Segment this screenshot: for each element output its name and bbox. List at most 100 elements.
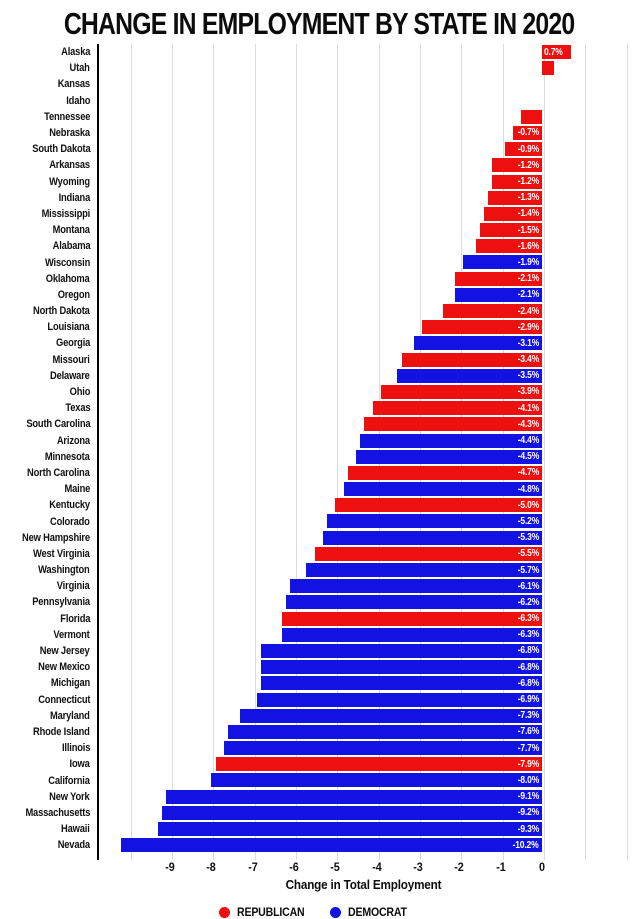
x-tick-text: -8 xyxy=(206,860,217,874)
state-name-text: Vermont xyxy=(53,628,90,641)
bar-area: -5.5% xyxy=(97,546,630,562)
state-name-label: Iowa xyxy=(0,758,97,770)
state-row: Iowa -7.9% xyxy=(0,756,634,772)
state-bar: -8.0% xyxy=(211,773,542,788)
bar-value-label: -0.7% xyxy=(517,127,540,139)
bar-area: -6.8% xyxy=(97,643,630,659)
state-name-text: Virginia xyxy=(57,580,90,593)
state-row: Florida -6.3% xyxy=(0,611,634,627)
x-tick-label: -9 xyxy=(165,860,176,874)
bar-value-label: -9.3% xyxy=(517,823,540,835)
bar-area: -9.3% xyxy=(97,821,630,837)
x-tick-label: -5 xyxy=(330,860,341,874)
state-name-label: Maryland xyxy=(0,710,97,722)
gridline xyxy=(172,44,174,860)
bar-area: -10.2% xyxy=(97,837,630,853)
state-row: Wyoming -1.2% xyxy=(0,174,634,190)
state-row: California -8.0% xyxy=(0,772,634,788)
state-bar: -9.3% xyxy=(157,822,542,836)
bar-area: -1.2% xyxy=(97,157,630,173)
bar-area: -6.3% xyxy=(97,611,630,627)
state-bar: -1.2% xyxy=(492,174,542,189)
state-bar: -2.4% xyxy=(442,304,542,318)
state-bar: -2.1% xyxy=(455,287,542,302)
state-bar: -7.9% xyxy=(215,757,542,772)
state-bar: -3.9% xyxy=(380,384,542,399)
state-name-text: Wisconsin xyxy=(44,256,90,269)
state-name-text: Utah xyxy=(69,62,90,75)
bar-value-label: -1.4% xyxy=(517,208,540,220)
bar-value-label: -4.7% xyxy=(517,467,540,479)
state-name-text: Hawaii xyxy=(61,823,90,836)
state-name-label: Alabama xyxy=(0,240,97,252)
state-bar: -7.6% xyxy=(227,724,542,739)
state-bar: -4.4% xyxy=(360,433,542,448)
state-name-label: New York xyxy=(0,791,97,803)
bar-area: -8.0% xyxy=(97,772,630,788)
bar-value-label: -2.4% xyxy=(517,305,540,317)
state-name-text: New York xyxy=(49,790,91,803)
bar-value-label: -7.6% xyxy=(517,726,540,738)
state-name-text: New Hampshire xyxy=(22,531,90,544)
x-tick-text: -2 xyxy=(454,860,465,874)
bar-value-label: -5.0% xyxy=(517,499,540,511)
state-bar: -6.8% xyxy=(261,660,542,675)
bar-area: -1.6% xyxy=(97,238,630,254)
bar-value-label: -6.8% xyxy=(517,677,540,689)
state-name-label: Virginia xyxy=(0,580,97,592)
state-name-label: Tennessee xyxy=(0,111,97,123)
bar-value-label: -7.9% xyxy=(517,758,540,770)
state-name-label: Rhode Island xyxy=(0,726,97,738)
bar-area: -0.9% xyxy=(97,141,630,157)
state-row: Ohio -3.9% xyxy=(0,384,634,400)
state-name-text: Florida xyxy=(60,612,90,625)
state-name-label: Arizona xyxy=(0,435,97,447)
state-bar: -6.3% xyxy=(281,627,542,642)
state-row: Tennessee xyxy=(0,109,634,125)
x-tick-label: -4 xyxy=(371,860,382,874)
state-bar: -1.2% xyxy=(492,158,542,173)
state-name-label: Indiana xyxy=(0,192,97,204)
state-bar: -2.1% xyxy=(455,271,542,286)
legend: REPUBLICAN DEMOCRAT xyxy=(0,905,634,919)
bar-area: -6.3% xyxy=(97,627,630,643)
bar-area xyxy=(97,76,630,92)
bar-area xyxy=(97,60,630,76)
bar-area: -6.8% xyxy=(97,659,630,675)
state-name-label: New Hampshire xyxy=(0,532,97,544)
state-row: New Mexico -6.8% xyxy=(0,659,634,675)
state-bar: -6.3% xyxy=(281,611,542,626)
state-row: Idaho xyxy=(0,93,634,109)
legend-label-republican: REPUBLICAN xyxy=(237,905,305,919)
state-name-text: Alabama xyxy=(52,240,90,253)
state-row: Hawaii -9.3% xyxy=(0,821,634,837)
state-name-label: Maine xyxy=(0,483,97,495)
state-name-label: Colorado xyxy=(0,516,97,528)
employment-bar-chart: Alaska 0.7% Utah Kansas Idaho Tennessee Nebras… xyxy=(0,44,634,860)
state-row: Oklahoma -2.1% xyxy=(0,271,634,287)
state-name-label: West Virginia xyxy=(0,548,97,560)
state-name-text: South Dakota xyxy=(31,143,90,156)
democrat-marker-icon xyxy=(329,906,341,918)
state-bar: 0.7% xyxy=(541,45,571,59)
x-axis-ticks: -9 -8 -7 -6 -5 -4 -3 -2 -1 0 xyxy=(97,860,630,876)
bar-value-label: -2.1% xyxy=(517,289,540,301)
state-name-label: Louisiana xyxy=(0,321,97,333)
state-name-label: North Carolina xyxy=(0,467,97,479)
state-name-text: Michigan xyxy=(50,677,90,690)
state-bar: -5.3% xyxy=(323,530,542,545)
bar-value-label: -5.2% xyxy=(517,515,540,527)
state-name-text: North Dakota xyxy=(33,305,90,318)
state-name-label: Mississippi xyxy=(0,208,97,220)
state-name-text: Montana xyxy=(52,224,90,237)
state-name-label: Washington xyxy=(0,564,97,576)
gridline xyxy=(585,44,587,860)
bar-value-label: -5.3% xyxy=(517,532,540,544)
state-row: Wisconsin -1.9% xyxy=(0,254,634,270)
state-name-label: Idaho xyxy=(0,95,97,107)
state-name-text: Pennsylvania xyxy=(32,596,90,609)
state-name-label: Utah xyxy=(0,62,97,74)
state-row: Mississippi -1.4% xyxy=(0,206,634,222)
state-name-label: Montana xyxy=(0,224,97,236)
state-name-label: South Carolina xyxy=(0,418,97,430)
